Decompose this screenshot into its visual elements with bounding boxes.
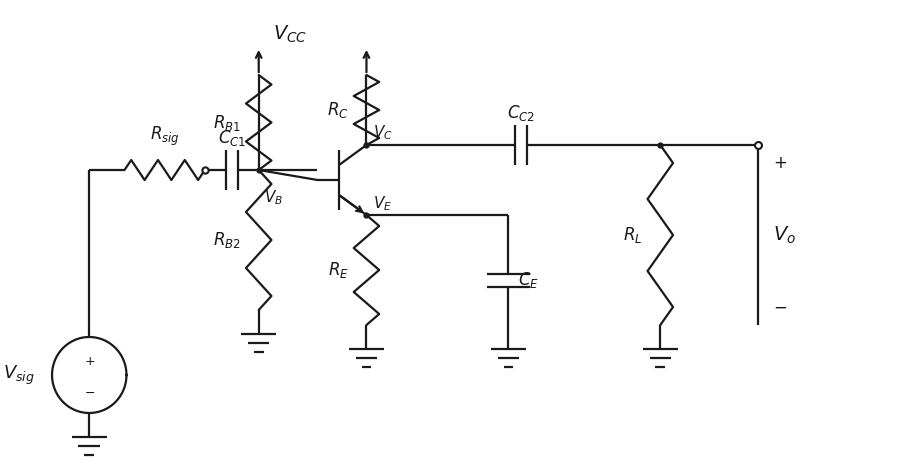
Text: $R_{sig}$: $R_{sig}$ [150,125,180,148]
Text: $+$: $+$ [84,354,95,367]
Text: $R_{B1}$: $R_{B1}$ [213,113,241,133]
Text: $R_{B2}$: $R_{B2}$ [214,230,241,250]
Text: $V_C$: $V_C$ [373,123,394,142]
Text: $V_E$: $V_E$ [373,194,393,213]
Text: $-$: $-$ [84,385,95,399]
Text: $R_E$: $R_E$ [328,260,349,280]
Text: $-$: $-$ [773,298,787,316]
Text: $+$: $+$ [773,154,787,172]
Text: $C_{C2}$: $C_{C2}$ [507,103,535,123]
Text: $R_L$: $R_L$ [624,225,643,245]
Text: $V_{CC}$: $V_{CC}$ [273,24,308,45]
Text: $C_E$: $C_E$ [519,270,540,290]
Text: $V_B$: $V_B$ [264,188,283,207]
Text: $V_{sig}$: $V_{sig}$ [4,364,36,386]
Text: $R_C$: $R_C$ [327,100,349,120]
Text: $V_o$: $V_o$ [773,224,796,246]
Text: $C_{C1}$: $C_{C1}$ [217,128,246,148]
